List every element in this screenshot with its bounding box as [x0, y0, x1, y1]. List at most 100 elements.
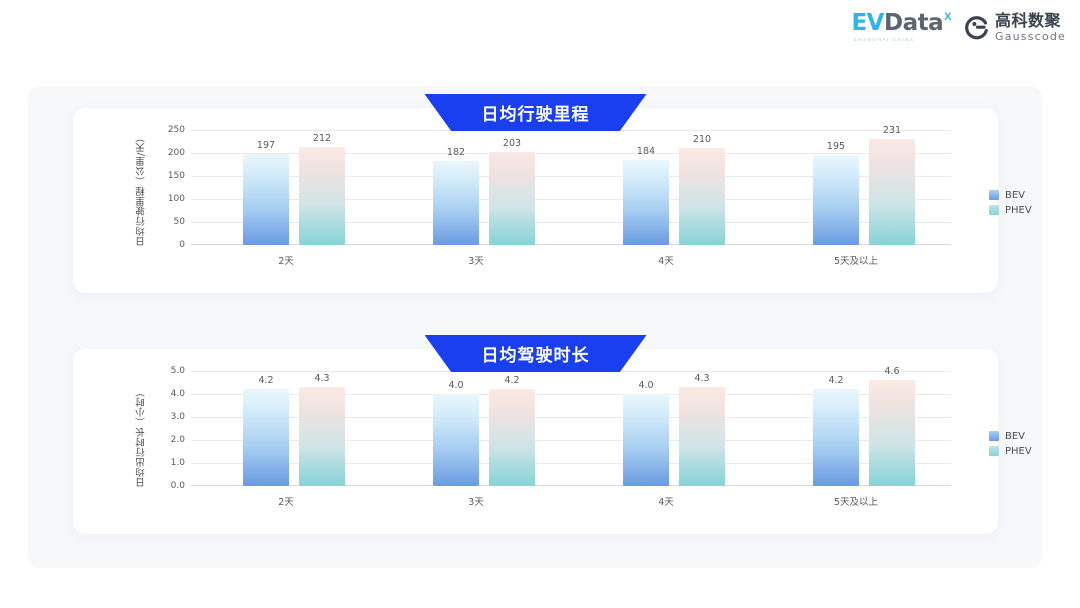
legend-item-bev[interactable]: BEV: [989, 190, 1032, 201]
bar-group: 4.0 4.3 4天: [571, 371, 761, 508]
bar-bev[interactable]: [433, 394, 479, 486]
grid-line: [191, 463, 951, 464]
chart-legend-1: BEV PHEV: [989, 190, 1032, 216]
bar-bev[interactable]: [243, 389, 289, 486]
y-tick-label: 200: [167, 148, 185, 158]
x-axis-line: [191, 244, 951, 245]
y-tick-label: 3.0: [170, 412, 185, 422]
bar-group: 184 210 4天: [571, 130, 761, 267]
y-tick-label: 4.0: [170, 389, 185, 399]
x-tick-label: 5天及以上: [833, 256, 879, 267]
bar-value-label: 231: [882, 124, 902, 136]
evdata-tagline: SHANGHAI CHINA: [853, 37, 915, 42]
legend-item-phev[interactable]: PHEV: [989, 205, 1032, 216]
bar-phev[interactable]: [679, 387, 725, 486]
legend-swatch-icon: [989, 205, 999, 216]
y-tick-label: 250: [167, 125, 185, 135]
gausscode-mark-icon: [964, 15, 989, 40]
bar-value-label: 182: [446, 147, 466, 159]
x-axis-line: [191, 485, 951, 486]
dashboard-panel: 日均行驶里程 日均行驶里程（公里/天） 0 50 100 150 200 250 197 2…: [28, 86, 1042, 568]
x-tick-label: 2天: [278, 497, 294, 508]
bar-value-label: 4.0: [638, 380, 654, 391]
x-tick-label: 3天: [468, 256, 484, 267]
gausscode-name-en: Gausscode: [994, 29, 1066, 43]
y-axis-ticks-2: 0.0 1.0 2.0 3.0 4.0 5.0: [149, 366, 185, 491]
bar-phev[interactable]: [299, 147, 345, 245]
legend-label: BEV: [1005, 189, 1026, 201]
bar-phev[interactable]: [869, 138, 915, 245]
chart-title-banner-1: 日均行驶里程: [424, 94, 647, 131]
evdata-data-text: Data: [883, 10, 944, 36]
evdata-x-superscript: X: [944, 11, 951, 23]
plot-area-2: 日均出行时长（小时） 0.0 1.0 2.0 3.0 4.0 5.0 4.2 4.3 2天 4.…: [73, 349, 1032, 534]
legend-label: PHEV: [1005, 204, 1032, 216]
plot-area-1: 日均行驶里程（公里/天） 0 50 100 150 200 250 197 212 2天 182…: [73, 108, 1032, 293]
legend-swatch-icon: [989, 431, 999, 442]
grid-line: [191, 417, 951, 418]
chart-card-daily-driving-time: 日均驾驶时长 日均出行时长（小时） 0.0 1.0 2.0 3.0 4.0 5.0 4.2…: [73, 335, 1032, 534]
page-header: EV Data X SHANGHAI CHINA 高科数聚 Gausscode: [0, 0, 1080, 60]
bar-value-label: 4.3: [694, 373, 710, 385]
x-tick-label: 4天: [658, 256, 674, 267]
bar-value-label: 4.0: [448, 380, 464, 391]
bar-value-label: 4.2: [258, 375, 274, 387]
bar-value-label: 203: [502, 137, 522, 149]
bar-bev[interactable]: [243, 154, 289, 245]
y-tick-label: 1.0: [170, 458, 185, 468]
bar-value-label: 4.3: [314, 373, 330, 385]
bar-phev[interactable]: [489, 151, 535, 245]
bar-group: 197 212 2天: [191, 130, 381, 267]
grid-line: [191, 153, 951, 154]
bar-value-label: 210: [692, 134, 712, 146]
x-tick-label: 3天: [468, 497, 484, 508]
grid-line: [191, 199, 951, 200]
bar-value-label: 212: [312, 133, 332, 145]
bar-group-container-2: 4.2 4.3 2天 4.0 4.2 3天 4.0 4.3 4天 4.2 4.6 5天及以上: [191, 366, 951, 508]
evdata-wordmark: EV Data X: [851, 10, 951, 36]
bar-value-label: 4.2: [828, 375, 844, 387]
evdata-logo: EV Data X SHANGHAI CHINA: [851, 10, 951, 43]
y-tick-label: 0.0: [170, 481, 185, 491]
x-tick-label: 2天: [278, 256, 294, 267]
bar-value-label: 4.6: [884, 366, 900, 378]
legend-item-phev[interactable]: PHEV: [989, 446, 1032, 457]
bar-value-label: 195: [826, 141, 846, 153]
y-tick-label: 150: [167, 171, 185, 181]
y-tick-label: 50: [173, 217, 185, 227]
grid-line: [191, 440, 951, 441]
x-tick-label: 4天: [658, 497, 674, 508]
bar-bev[interactable]: [433, 161, 479, 245]
legend-swatch-icon: [989, 446, 999, 457]
legend-label: PHEV: [1005, 445, 1032, 457]
bar-phev[interactable]: [299, 387, 345, 486]
bar-group: 4.0 4.2 3天: [381, 371, 571, 508]
bar-bev[interactable]: [813, 389, 859, 486]
y-axis-ticks-1: 0 50 100 150 200 250: [149, 125, 185, 250]
chart-card-daily-mileage: 日均行驶里程 日均行驶里程（公里/天） 0 50 100 150 200 250 197 2…: [73, 94, 1032, 293]
y-axis-label-1: 日均行驶里程（公里/天）: [136, 132, 147, 246]
grid-line: [191, 222, 951, 223]
legend-item-bev[interactable]: BEV: [989, 431, 1032, 442]
bar-phev[interactable]: [489, 389, 535, 486]
grid-line: [191, 394, 951, 395]
y-axis-label-2: 日均出行时长（小时）: [136, 387, 147, 487]
bar-bev[interactable]: [623, 160, 669, 245]
gausscode-text: 高科数聚 Gausscode: [994, 10, 1066, 43]
bar-group: 4.2 4.6 5天及以上: [761, 366, 951, 508]
bar-phev[interactable]: [679, 148, 725, 245]
bar-value-label: 197: [256, 140, 276, 152]
grid-line: [191, 176, 951, 177]
y-tick-label: 0: [179, 240, 185, 250]
bar-group: 195 231 5天及以上: [761, 125, 951, 267]
evdata-ev-text: EV: [851, 10, 884, 36]
y-tick-label: 100: [167, 194, 185, 204]
bar-bev[interactable]: [813, 155, 859, 245]
bar-group-container-1: 197 212 2天 182 203 3天 184 210 4天 195 231 5天及以上: [191, 125, 951, 267]
bar-phev[interactable]: [869, 380, 915, 486]
gausscode-logo: 高科数聚 Gausscode: [964, 10, 1066, 43]
bar-bev[interactable]: [623, 394, 669, 486]
chart-legend-2: BEV PHEV: [989, 431, 1032, 457]
x-tick-label: 5天及以上: [833, 497, 879, 508]
gausscode-name-cn: 高科数聚: [994, 10, 1061, 30]
